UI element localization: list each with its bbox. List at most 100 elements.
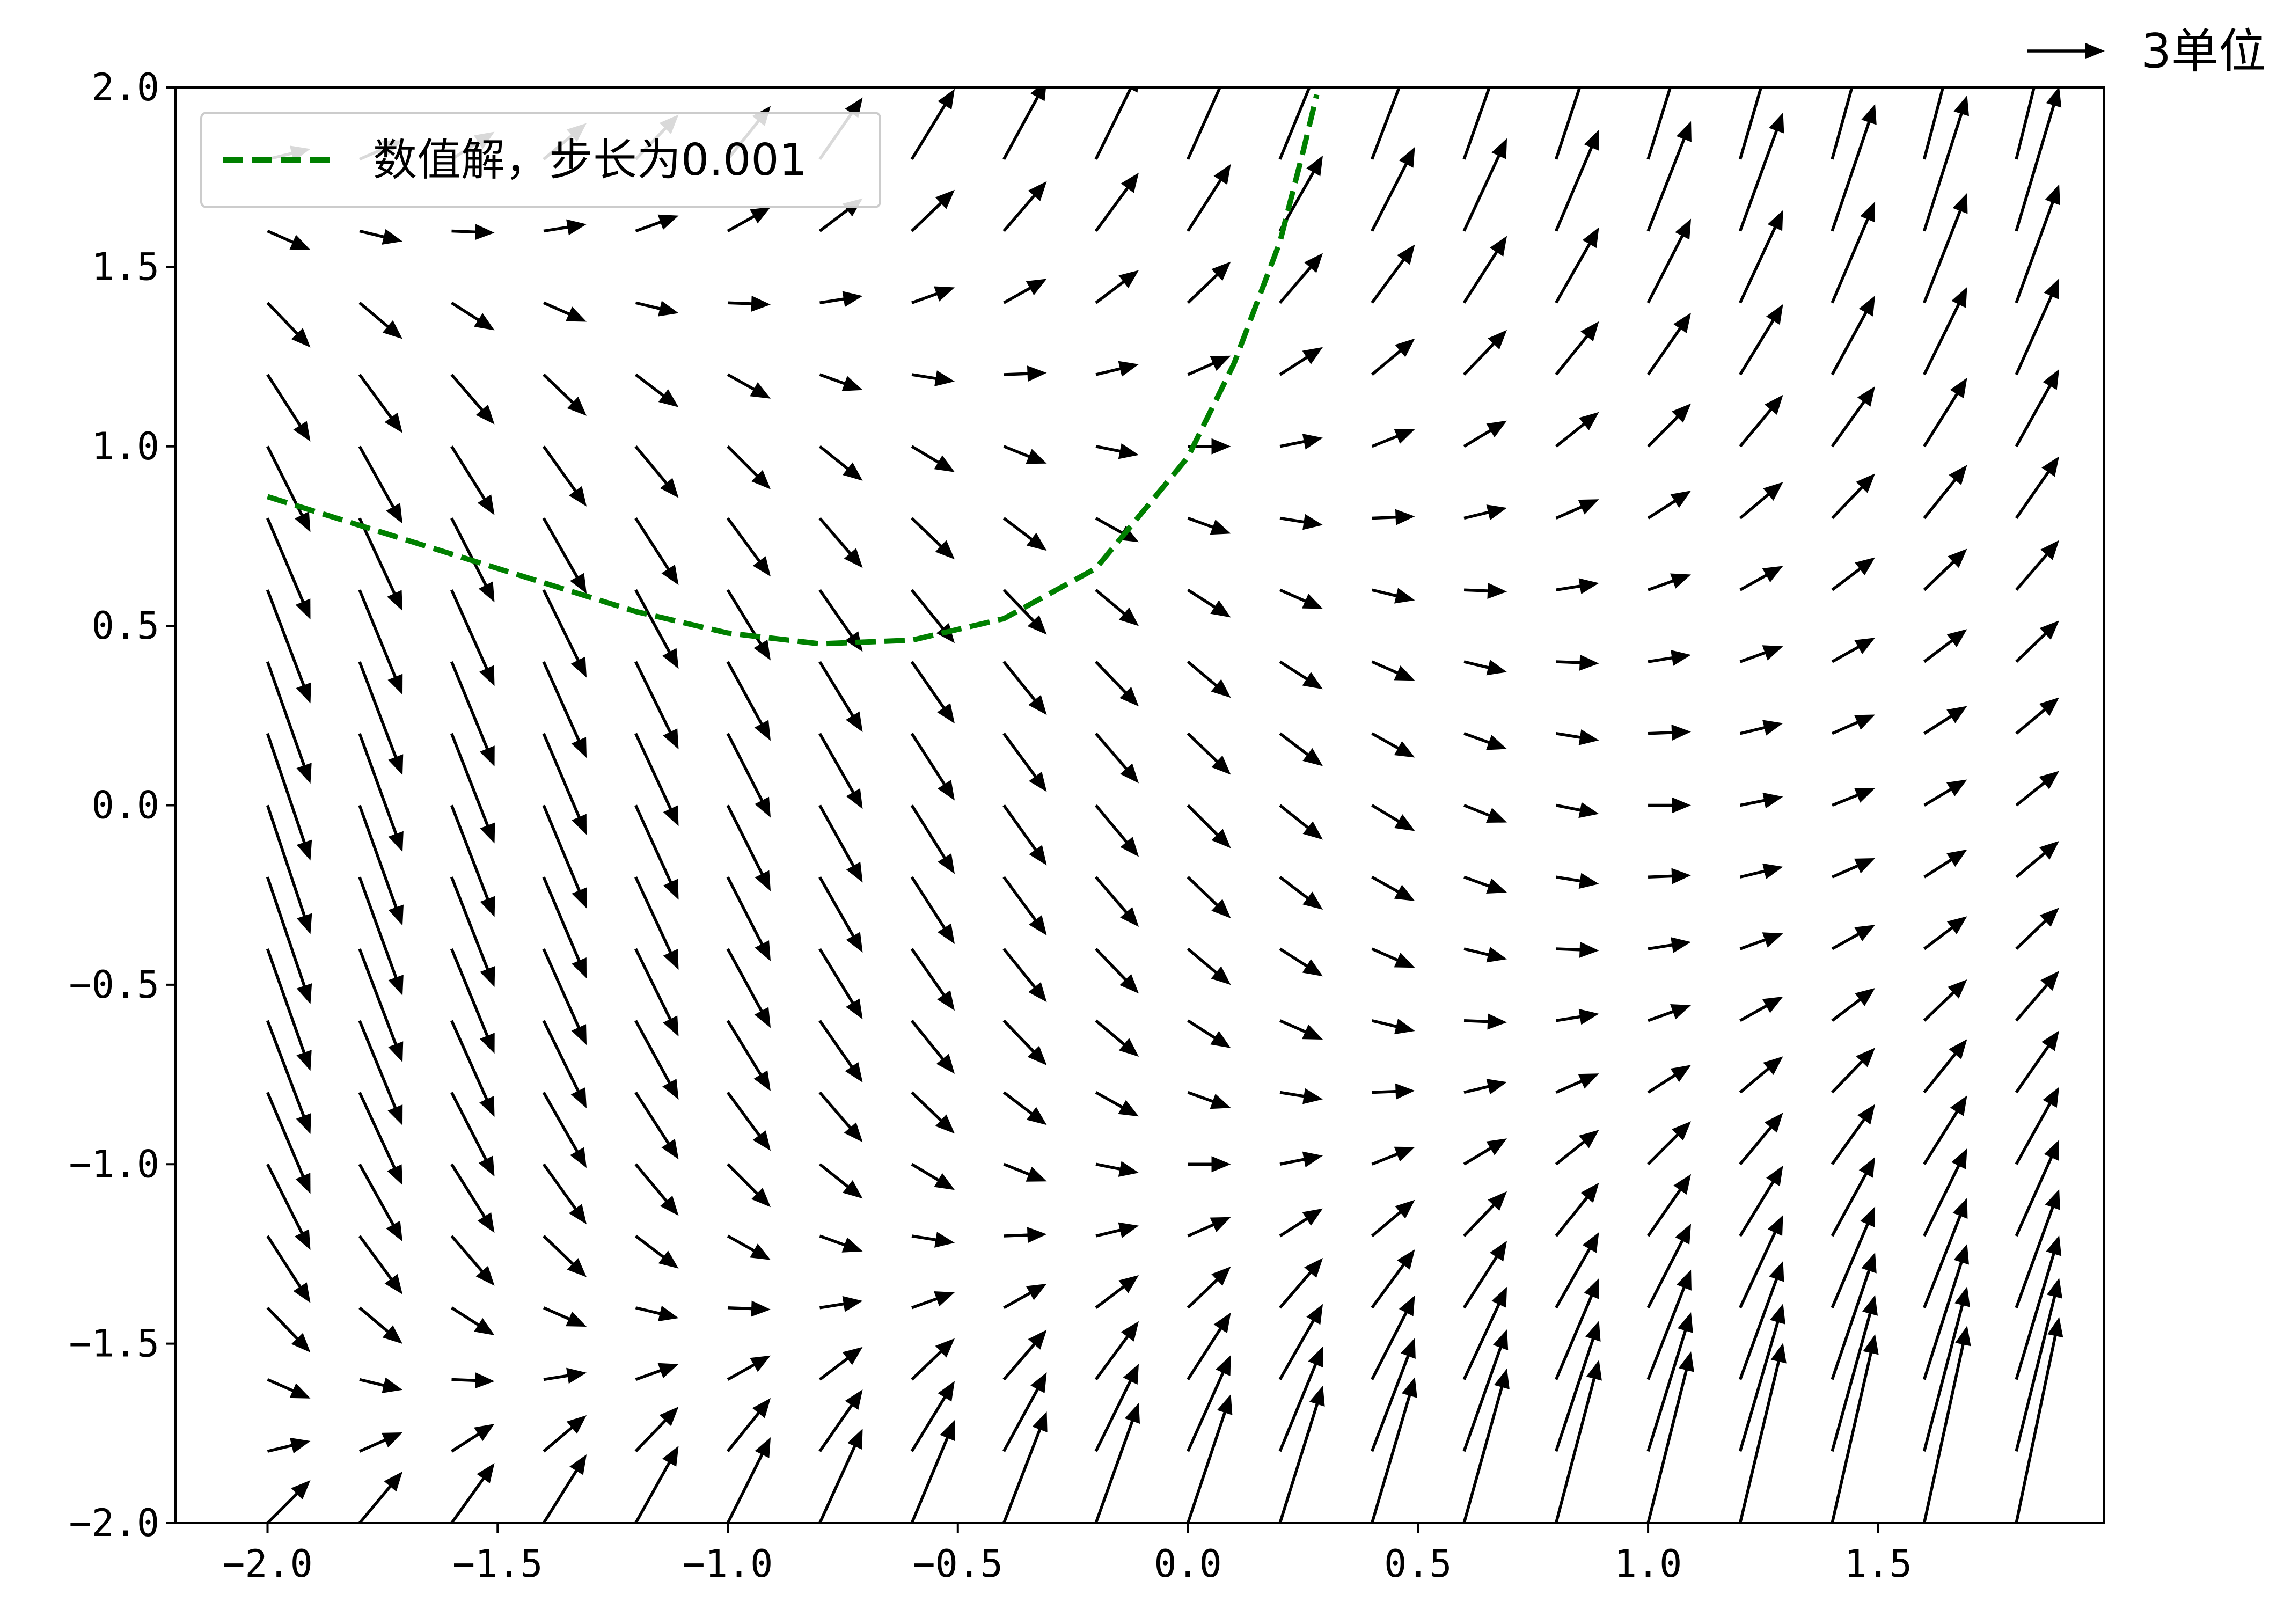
vector-arrow [1003,1162,1047,1182]
vector-arrow [1279,804,1323,840]
vector-arrow [727,207,771,232]
vector-arrow [1279,514,1323,530]
vector-arrow [1370,87,1401,160]
vector-arrow [1646,1174,1692,1237]
vector-arrow [1279,732,1323,766]
vector-arrow [1002,661,1047,715]
vector-arrow [910,661,955,724]
vector-arrow [1831,714,1876,735]
vector-arrow [1739,566,1783,591]
vector-arrow [726,876,771,962]
vector-arrow [1555,412,1599,448]
vector-arrow [2015,278,2060,376]
vector-arrow [267,1437,311,1454]
vector-arrow [1647,403,1692,448]
vector-arrow [1278,1347,1323,1452]
vector-arrow [266,1306,311,1352]
vector-arrow [542,589,587,678]
vector-arrow [1831,1252,1877,1380]
vector-arrow [1279,1208,1323,1238]
vector-arrow [358,876,404,996]
vector-arrow [1002,517,1047,551]
vector-arrow [2015,697,2060,735]
vector-arrow [1372,1083,1415,1100]
x-axis: −2.0 −1.5 −1.0 −0.5 0.0 0.5 1.0 1.5 [222,1523,1912,1586]
vector-arrow [1739,996,1783,1022]
vector-arrow [1739,645,1783,663]
vector-arrow [2015,369,2060,448]
vector-arrow [1831,1206,1876,1308]
vector-arrow [911,1162,955,1190]
vector-arrow [727,1300,771,1317]
vector-arrow [818,1091,863,1143]
y-axis: −2.0 −1.5 −1.0 −0.5 0.0 0.5 1.0 1.5 2.0 [69,65,175,1545]
vector-arrow [818,804,863,883]
y-tick-label: 0.5 [92,604,159,648]
vector-arrow [359,229,403,245]
vector-arrow [726,1091,771,1151]
vector-arrow [1555,1182,1599,1237]
vector-arrow [1371,1295,1415,1380]
vector-arrow [1463,803,1507,823]
vector-arrow [1648,937,1692,953]
vector-arrow [634,1234,679,1269]
vector-arrow [1832,787,1876,807]
vector-arrow [1002,589,1047,635]
vector-arrow [1646,1351,1694,1523]
vector-arrow [1922,1286,1971,1452]
vector-arrow [1831,1157,1876,1237]
vector-arrow [450,876,495,987]
vector-arrow [1923,629,1967,663]
vector-arrow [451,224,495,240]
vector-arrow [358,1472,403,1523]
vector-arrow [1278,253,1323,304]
vector-arrow [1647,1065,1692,1094]
vector-arrow [450,445,495,515]
vector-arrow [1094,87,1138,160]
vector-arrow [266,1020,311,1134]
x-tick-label: −0.5 [912,1542,1003,1586]
vector-arrow [543,1367,587,1384]
vector-arrow [542,733,587,835]
vector-arrow [1187,1091,1231,1109]
vector-arrow [634,733,679,826]
vector-arrow [1463,330,1507,376]
vector-arrow [2015,184,2060,304]
x-tick-label: −1.5 [452,1542,543,1586]
legend-label: 数值解，步长为0.001 [373,135,807,186]
vector-arrow [1187,1312,1231,1380]
vector-arrow [1556,729,1599,745]
vector-arrow [1923,916,1967,950]
vector-arrow [1187,87,1222,160]
vector-arrow [1187,164,1231,232]
y-tick-label: −1.5 [69,1322,159,1366]
vector-arrow [726,1398,771,1452]
vector-arrow [1279,434,1323,450]
vector-arrow [1371,947,1415,968]
vector-arrow [1187,876,1231,919]
vector-arrow [358,804,404,926]
vector-arrow [727,296,771,312]
vector-arrow [1371,1146,1415,1166]
vector-arrow [726,517,771,577]
vector-arrow [1462,236,1507,304]
vector-arrow [451,1424,495,1453]
vector-arrow [1831,858,1876,879]
vector-arrow [1371,660,1415,681]
vector-arrow [818,1389,863,1452]
vector-arrow [1647,491,1692,520]
vector-arrow [818,876,863,953]
vector-arrow [266,1235,311,1303]
vector-arrow [1002,948,1047,1003]
vector-arrow [635,1305,679,1322]
vector-arrow [634,1092,679,1160]
vector-arrow [1923,979,1967,1022]
vector-arrow [1555,227,1599,304]
vector-arrow [818,589,863,652]
vector-arrow [910,876,955,945]
vector-arrow [1923,1095,1967,1165]
y-tick-label: −1.0 [69,1142,159,1186]
vector-arrow [1739,863,1783,880]
vector-arrow [1094,1321,1139,1381]
vector-arrow [450,517,495,603]
